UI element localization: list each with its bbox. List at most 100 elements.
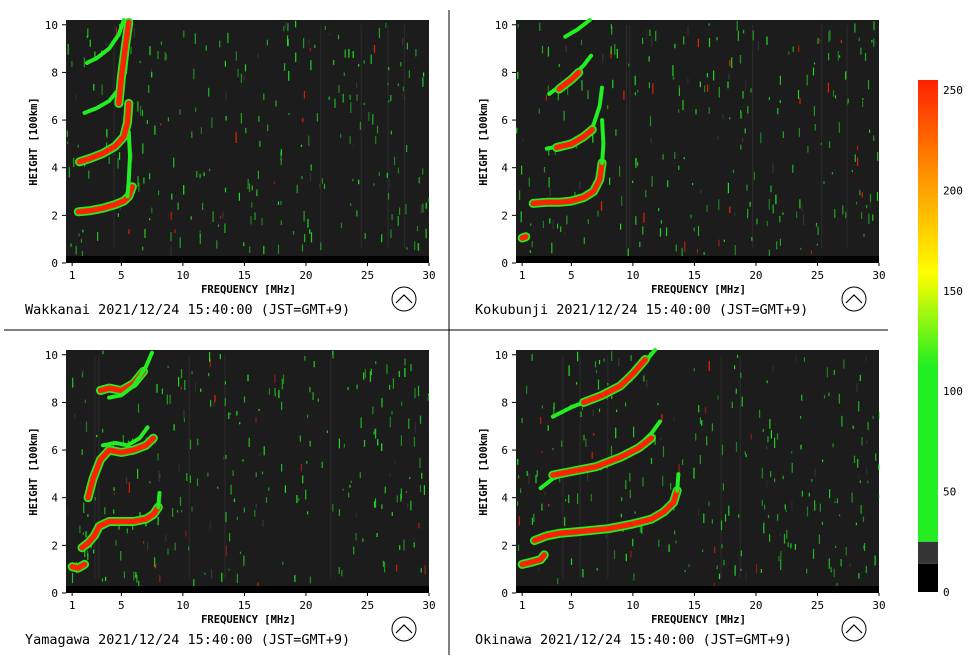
colorbar-tick-label: 200	[943, 184, 963, 197]
x-tick-label: 30	[872, 269, 885, 282]
x-tick-label: 20	[749, 599, 762, 612]
x-tick-label: 30	[422, 599, 435, 612]
x-tick-label: 20	[299, 269, 312, 282]
x-tick-label: 25	[811, 269, 824, 282]
y-tick-label: 4	[501, 492, 508, 505]
echo-trace-weak	[675, 471, 681, 493]
y-tick-label: 0	[51, 587, 58, 600]
x-tick-label: 15	[688, 599, 701, 612]
x-tick-label: 5	[118, 599, 125, 612]
colorbar-gradient	[918, 80, 938, 542]
echo-trace-strong	[69, 561, 88, 571]
x-tick-label: 10	[626, 599, 639, 612]
agency-logo-icon	[391, 286, 417, 312]
y-tick-label: 10	[495, 349, 508, 362]
colorbar-tick-label: 100	[943, 385, 963, 398]
echo-trace-strong	[116, 19, 132, 107]
y-tick-label: 6	[501, 444, 508, 457]
station-caption: Okinawa 2021/12/24 15:40:00 (JST=GMT+9)	[475, 632, 792, 648]
x-tick-label: 10	[176, 599, 189, 612]
agency-logo-icon	[841, 286, 867, 312]
y-axis-label: HEIGHT [100km]	[478, 427, 490, 516]
x-tick-label: 10	[626, 269, 639, 282]
colorbar-zero-band	[918, 563, 938, 592]
x-axis-label: FREQUENCY [MHz]	[201, 284, 296, 296]
baseline-strip	[66, 586, 429, 593]
y-tick-label: 8	[501, 396, 508, 409]
x-tick-label: 15	[238, 599, 251, 612]
x-tick-label: 25	[361, 269, 374, 282]
echo-trace-weak	[563, 18, 592, 39]
baseline-strip	[66, 256, 429, 263]
y-axis-label: HEIGHT [100km]	[478, 97, 490, 186]
y-tick-label: 2	[501, 209, 508, 222]
x-axis-label: FREQUENCY [MHz]	[651, 284, 746, 296]
echo-trace-strong	[556, 69, 582, 92]
baseline-strip	[516, 256, 879, 263]
y-tick-label: 6	[51, 444, 58, 457]
y-axis-label: HEIGHT [100km]	[28, 427, 40, 516]
x-tick-label: 1	[69, 269, 76, 282]
colorbar: 250 200 150 100 50 0	[918, 80, 963, 599]
y-tick-label: 6	[51, 114, 58, 127]
y-tick-label: 4	[51, 492, 58, 505]
x-tick-label: 25	[361, 599, 374, 612]
agency-logo-icon	[841, 616, 867, 642]
y-tick-label: 8	[51, 66, 58, 79]
x-tick-label: 15	[688, 269, 701, 282]
echo-trace-weak	[156, 490, 162, 510]
x-axis-label: FREQUENCY [MHz]	[201, 614, 296, 626]
y-tick-label: 2	[51, 209, 58, 222]
y-tick-label: 10	[45, 19, 58, 32]
colorbar-tick-label: 150	[943, 285, 963, 298]
colorbar-tick-label: 250	[943, 84, 963, 97]
x-tick-label: 1	[519, 269, 526, 282]
y-tick-label: 4	[501, 162, 508, 175]
echo-trace-strong	[519, 234, 529, 241]
echo-trace-weak	[107, 350, 155, 400]
x-tick-label: 5	[568, 599, 575, 612]
x-tick-label: 30	[422, 269, 435, 282]
colorbar-tick-label: 0	[943, 586, 950, 599]
y-tick-label: 4	[51, 162, 58, 175]
echo-trace-strong	[531, 487, 680, 544]
echo-trace-strong	[550, 435, 655, 478]
echo-trace-strong	[76, 100, 132, 165]
echo-trace-strong	[553, 126, 596, 151]
y-tick-label: 8	[51, 396, 58, 409]
echo-trace-strong	[79, 504, 162, 551]
x-tick-label: 20	[749, 269, 762, 282]
x-tick-label: 30	[872, 599, 885, 612]
colorbar-tick-label: 50	[943, 486, 956, 499]
y-axis-label: HEIGHT [100km]	[28, 97, 40, 186]
y-tick-label: 6	[501, 114, 508, 127]
y-tick-label: 0	[501, 587, 508, 600]
echo-trace-weak	[84, 18, 126, 65]
y-tick-label: 8	[501, 66, 508, 79]
x-tick-label: 10	[176, 269, 189, 282]
station-caption: Yamagawa 2021/12/24 15:40:00 (JST=GMT+9)	[25, 632, 350, 648]
y-tick-label: 0	[51, 257, 58, 270]
echo-trace-weak	[125, 130, 132, 199]
x-tick-label: 25	[811, 599, 824, 612]
x-tick-label: 1	[69, 599, 76, 612]
y-tick-label: 10	[45, 349, 58, 362]
x-tick-label: 15	[238, 269, 251, 282]
echo-trace-strong	[530, 160, 605, 207]
x-tick-label: 5	[118, 269, 125, 282]
x-tick-label: 1	[519, 599, 526, 612]
noise-layer	[516, 20, 879, 259]
station-caption: Kokubunji 2021/12/24 15:40:00 (JST=GMT+9…	[475, 302, 808, 318]
x-tick-label: 20	[299, 599, 312, 612]
x-tick-label: 5	[568, 269, 575, 282]
echo-trace-weak	[600, 118, 606, 165]
y-tick-label: 2	[501, 539, 508, 552]
y-tick-label: 0	[501, 257, 508, 270]
echo-trace-strong	[580, 356, 648, 406]
agency-logo-icon	[391, 616, 417, 642]
echo-trace-weak	[100, 424, 151, 448]
